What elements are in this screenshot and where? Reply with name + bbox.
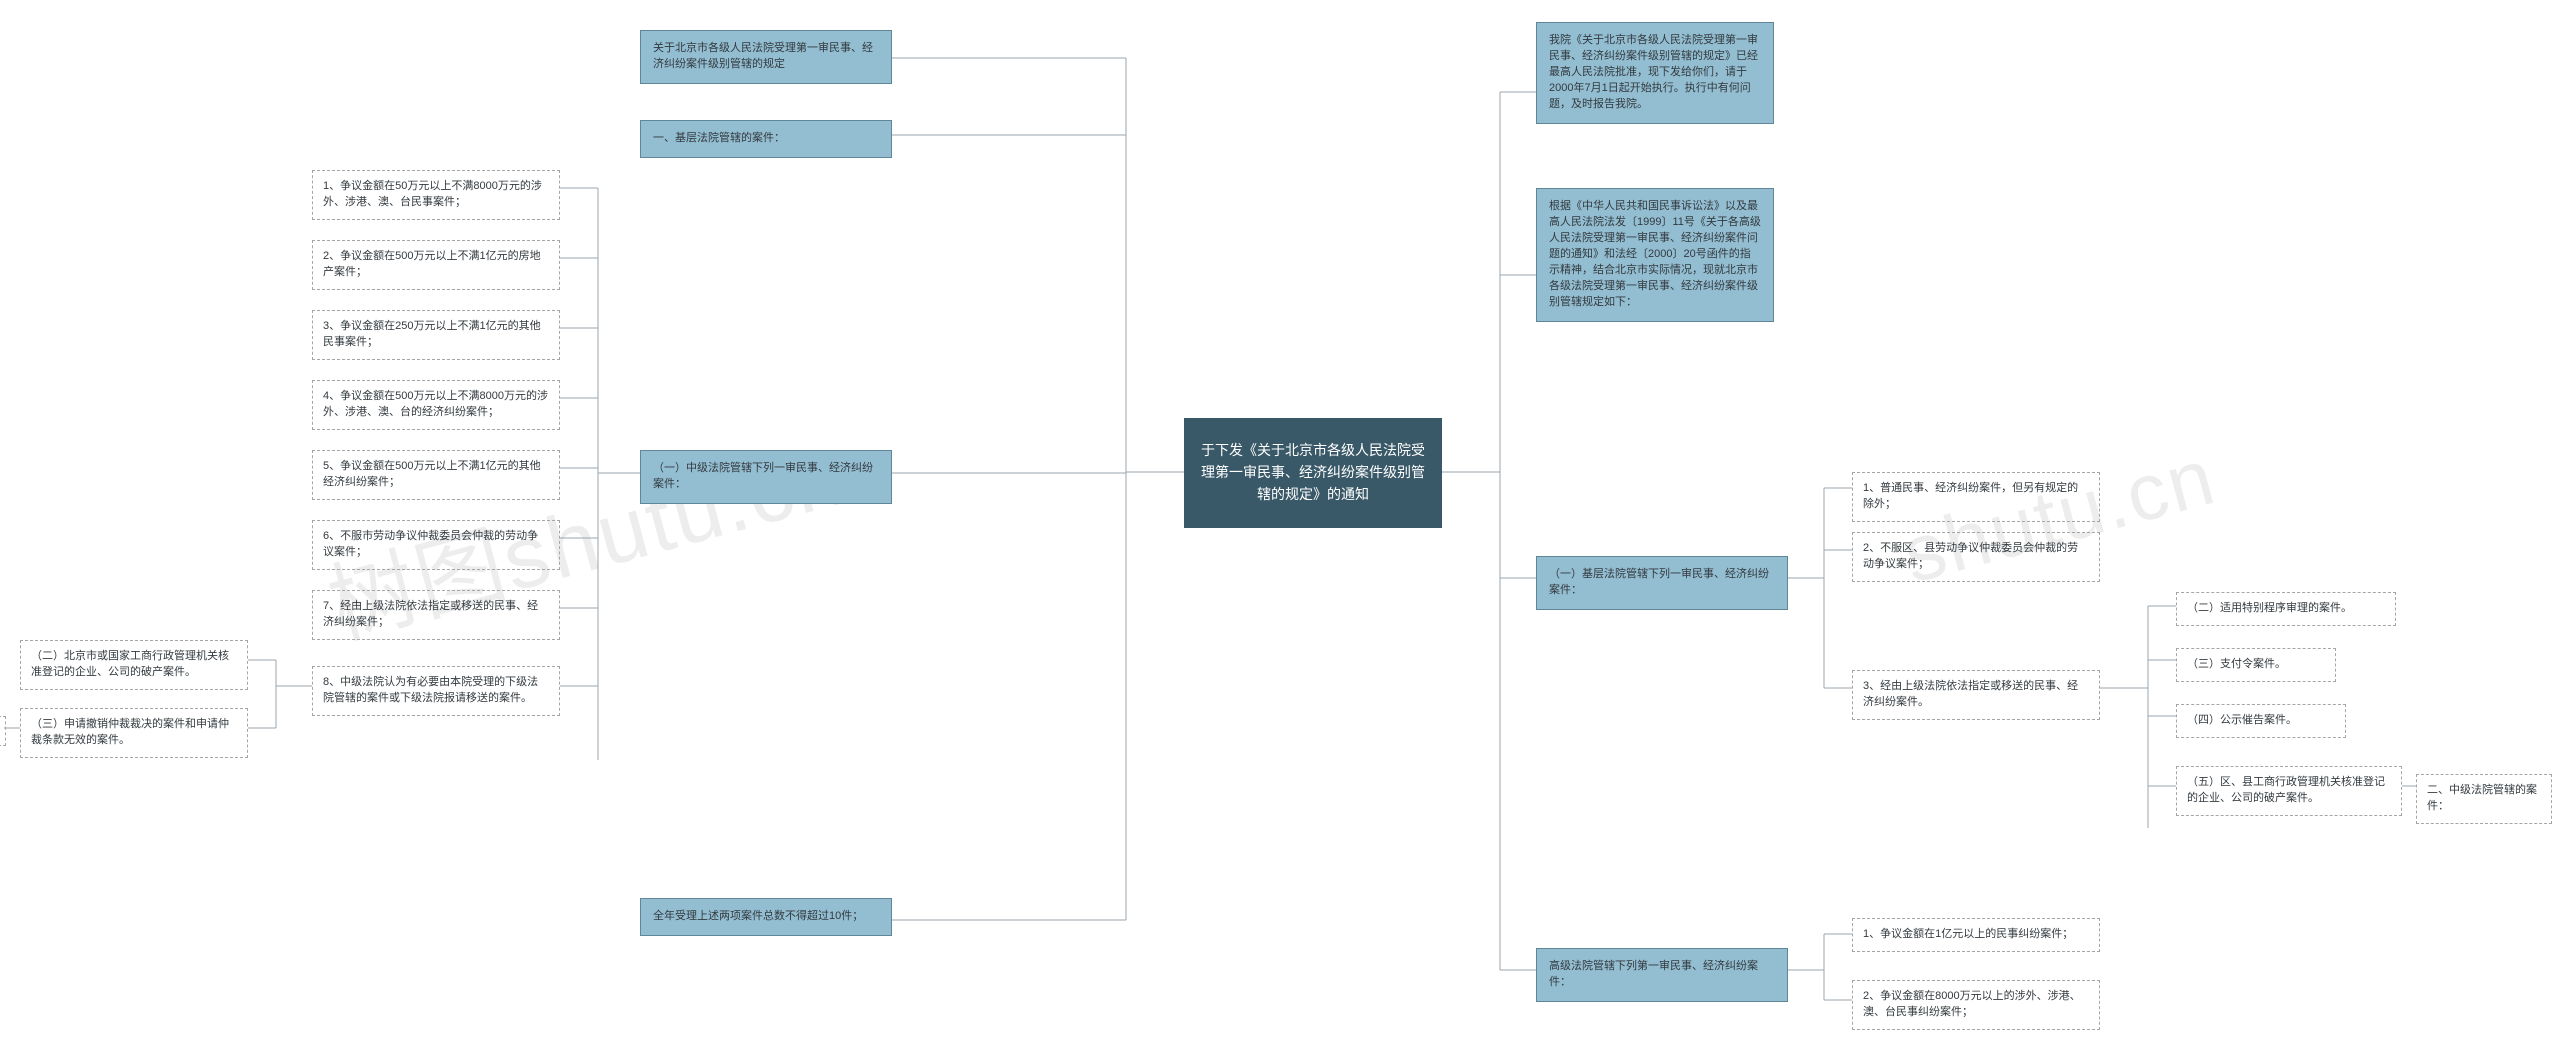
r-t1-c2: 2、不服区、县劳动争议仲裁委员会仲裁的劳动争议案件； <box>1852 532 2100 582</box>
left-para-1: 关于北京市各级人民法院受理第一审民事、经济纠纷案件级别管辖的规定 <box>640 30 892 84</box>
left-para-2: 一、基层法院管辖的案件： <box>640 120 892 158</box>
l-c8b-tail: 三、高级法院管辖的案件： <box>0 716 6 746</box>
r-t1-c1: 1、普通民事、经济纠纷案件，但另有规定的除外； <box>1852 472 2100 522</box>
l-c5: 5、争议金额在500万元以上不满1亿元的其他经济纠纷案件； <box>312 450 560 500</box>
l-c6: 6、不服市劳动争议仲裁委员会仲裁的劳动争议案件； <box>312 520 560 570</box>
right-t1: （一）基层法院管辖下列一审民事、经济纠纷案件： <box>1536 556 1788 610</box>
r-t2-c2: 2、争议金额在8000万元以上的涉外、涉港、澳、台民事纠纷案件； <box>1852 980 2100 1030</box>
r-t1-c3d: （五）区、县工商行政管理机关核准登记的企业、公司的破产案件。 <box>2176 766 2402 816</box>
r-t1-c3b: （三）支付令案件。 <box>2176 648 2336 682</box>
r-t1-c3c: （四）公示催告案件。 <box>2176 704 2346 738</box>
l-c3: 3、争议金额在250万元以上不满1亿元的其他民事案件； <box>312 310 560 360</box>
l-c2: 2、争议金额在500万元以上不满1亿元的房地产案件； <box>312 240 560 290</box>
right-para-2: 根据《中华人民共和国民事诉讼法》以及最高人民法院法发〔1999〕11号《关于各高… <box>1536 188 1774 322</box>
right-t2: 高级法院管辖下列第一审民事、经济纠纷案件： <box>1536 948 1788 1002</box>
l-c7: 7、经由上级法院依法指定或移送的民事、经济纠纷案件； <box>312 590 560 640</box>
r-t1-c3a: （二）适用特别程序审理的案件。 <box>2176 592 2396 626</box>
l-c4: 4、争议金额在500万元以上不满8000万元的涉外、涉港、澳、台的经济纠纷案件； <box>312 380 560 430</box>
l-c1: 1、争议金额在50万元以上不满8000万元的涉外、涉港、澳、台民事案件； <box>312 170 560 220</box>
r-t2-c1: 1、争议金额在1亿元以上的民事纠纷案件； <box>1852 918 2100 952</box>
l-c8a: （二）北京市或国家工商行政管理机关核准登记的企业、公司的破产案件。 <box>20 640 248 690</box>
left-para-3: 全年受理上述两项案件总数不得超过10件； <box>640 898 892 936</box>
r-t1-c3: 3、经由上级法院依法指定或移送的民事、经济纠纷案件。 <box>1852 670 2100 720</box>
l-c8b: （三）申请撤销仲裁裁决的案件和申请仲裁条款无效的案件。 <box>20 708 248 758</box>
l-c8: 8、中级法院认为有必要由本院受理的下级法院管辖的案件或下级法院报请移送的案件。 <box>312 666 560 716</box>
r-t1-c3d-tail: 二、中级法院管辖的案件： <box>2416 774 2552 824</box>
left-t1: （一）中级法院管辖下列一审民事、经济纠纷案件： <box>640 450 892 504</box>
right-para-1: 我院《关于北京市各级人民法院受理第一审民事、经济纠纷案件级别管辖的规定》已经最高… <box>1536 22 1774 124</box>
root-node: 于下发《关于北京市各级人民法院受理第一审民事、经济纠纷案件级别管辖的规定》的通知 <box>1184 418 1442 528</box>
